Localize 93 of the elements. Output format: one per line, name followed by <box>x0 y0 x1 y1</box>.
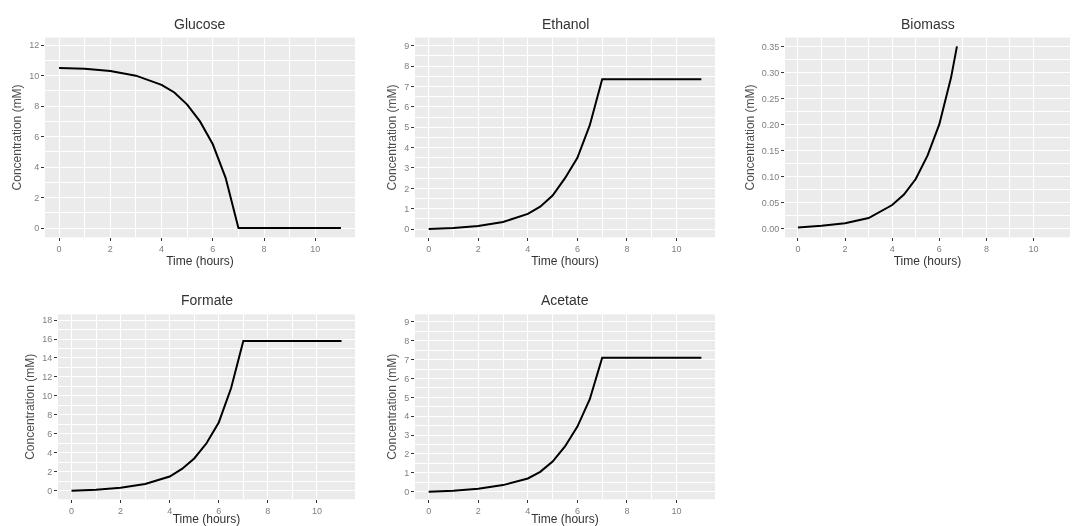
y-tick-label: 7 <box>404 81 410 92</box>
y-tick-label: 5 <box>404 122 410 133</box>
x-axis-title: Time (hours) <box>166 254 234 269</box>
y-tick-label: 0.30 <box>761 67 780 78</box>
x-tick-label: 6 <box>574 506 580 517</box>
x-tick-label: 10 <box>1028 244 1039 255</box>
x-tick-label: 8 <box>265 506 271 517</box>
x-tick-label: 4 <box>159 244 165 255</box>
x-tick-label: 6 <box>936 244 942 255</box>
y-tick-label: 16 <box>42 334 53 345</box>
y-tick-label: 14 <box>42 353 53 364</box>
x-tick-label: 4 <box>525 244 531 255</box>
y-tick-label: 6 <box>404 373 410 384</box>
x-tick-label: 2 <box>475 244 481 255</box>
y-tick-label: 8 <box>34 101 40 112</box>
y-tick-label: 0.20 <box>761 119 780 130</box>
x-tick-label: 8 <box>983 244 989 255</box>
x-tick-label: 0 <box>426 244 432 255</box>
y-tick-label: 6 <box>47 428 53 439</box>
line-series <box>427 356 703 493</box>
x-tick-label: 2 <box>118 506 124 517</box>
y-tick-label: 5 <box>404 392 410 403</box>
x-tick-label: 8 <box>261 244 267 255</box>
x-tick-label: 0 <box>68 506 75 517</box>
x-tick-label: 10 <box>671 244 682 255</box>
y-tick-label: 4 <box>34 162 40 173</box>
y-tick-label: 0.35 <box>761 41 780 52</box>
x-tick-label: 6 <box>210 244 216 255</box>
x-tick-label: 8 <box>624 244 630 255</box>
y-axis-title: Concentration (mM) <box>385 353 400 460</box>
line-series <box>58 67 342 230</box>
chart-title: Acetate <box>541 292 589 308</box>
y-axis-title: Concentration (mM) <box>23 353 38 460</box>
y-tick-label: 1 <box>404 467 410 478</box>
chart-title: Formate <box>181 292 234 308</box>
y-tick-label: 8 <box>404 61 410 72</box>
y-tick-label: 2 <box>404 449 410 460</box>
chart-title: Biomass <box>901 16 955 32</box>
y-tick-label: 3 <box>404 163 410 174</box>
y-tick-label: 8 <box>404 335 410 346</box>
chart-title: Glucose <box>174 16 226 32</box>
y-tick-label: 0 <box>47 485 53 496</box>
chart-title: Ethanol <box>542 16 590 32</box>
x-tick-label: 10 <box>310 244 321 255</box>
y-tick-label: 10 <box>29 70 40 81</box>
y-tick-label: 0 <box>34 223 40 234</box>
x-tick-label: 6 <box>216 506 222 517</box>
y-tick-label: 3 <box>404 430 410 441</box>
y-tick-label: 0.15 <box>761 145 780 156</box>
x-tick-label: 0 <box>426 506 432 517</box>
y-tick-label: 2 <box>47 466 53 477</box>
x-tick-label: 0 <box>795 244 801 255</box>
y-tick-label: 0.05 <box>761 197 780 208</box>
y-tick-label: 1 <box>404 203 410 214</box>
y-tick-label: 6 <box>404 102 410 112</box>
y-tick-label: 0.10 <box>761 171 780 182</box>
y-tick-label: 10 <box>42 391 53 402</box>
y-axis-title: Concentration (mM) <box>742 84 757 191</box>
y-tick-label: 7 <box>404 354 410 365</box>
x-tick-label: 4 <box>167 506 173 517</box>
y-tick-label: 18 <box>42 315 53 326</box>
y-tick-label: 2 <box>404 183 410 194</box>
line-series <box>70 339 343 492</box>
x-tick-label: 6 <box>574 244 580 255</box>
x-axis-title: Time (hours) <box>531 254 599 269</box>
y-tick-label: 8 <box>47 410 53 421</box>
y-tick-label: 12 <box>29 40 40 51</box>
y-tick-label: 0 <box>404 486 410 497</box>
line-series <box>427 78 703 231</box>
y-tick-label: 4 <box>404 142 410 153</box>
y-tick-label: 4 <box>404 411 410 422</box>
y-tick-label: 12 <box>42 372 53 383</box>
y-tick-label: 6 <box>34 131 40 142</box>
y-tick-label: 9 <box>404 317 410 328</box>
x-tick-label: 10 <box>311 506 322 517</box>
y-tick-label: 0.00 <box>761 223 780 234</box>
x-axis-title: Time (hours) <box>893 254 962 269</box>
y-tick-label: 2 <box>34 192 40 203</box>
x-tick-label: 10 <box>671 506 682 517</box>
x-tick-label: 4 <box>525 506 531 517</box>
y-axis-title: Concentration (mM) <box>10 84 25 191</box>
x-tick-label: 2 <box>107 244 113 255</box>
x-tick-label: 2 <box>475 506 481 517</box>
x-tick-label: 2 <box>842 244 848 255</box>
x-tick-label: 4 <box>889 244 895 255</box>
x-tick-label: 8 <box>624 506 630 517</box>
y-tick-label: 0.25 <box>761 93 780 104</box>
y-axis-title: Concentration (mM) <box>385 84 400 191</box>
line-series <box>796 45 958 229</box>
x-tick-label: 0 <box>56 244 62 255</box>
y-tick-label: 0 <box>404 224 410 235</box>
y-tick-label: 4 <box>47 447 53 458</box>
y-tick-label: 9 <box>404 40 410 51</box>
